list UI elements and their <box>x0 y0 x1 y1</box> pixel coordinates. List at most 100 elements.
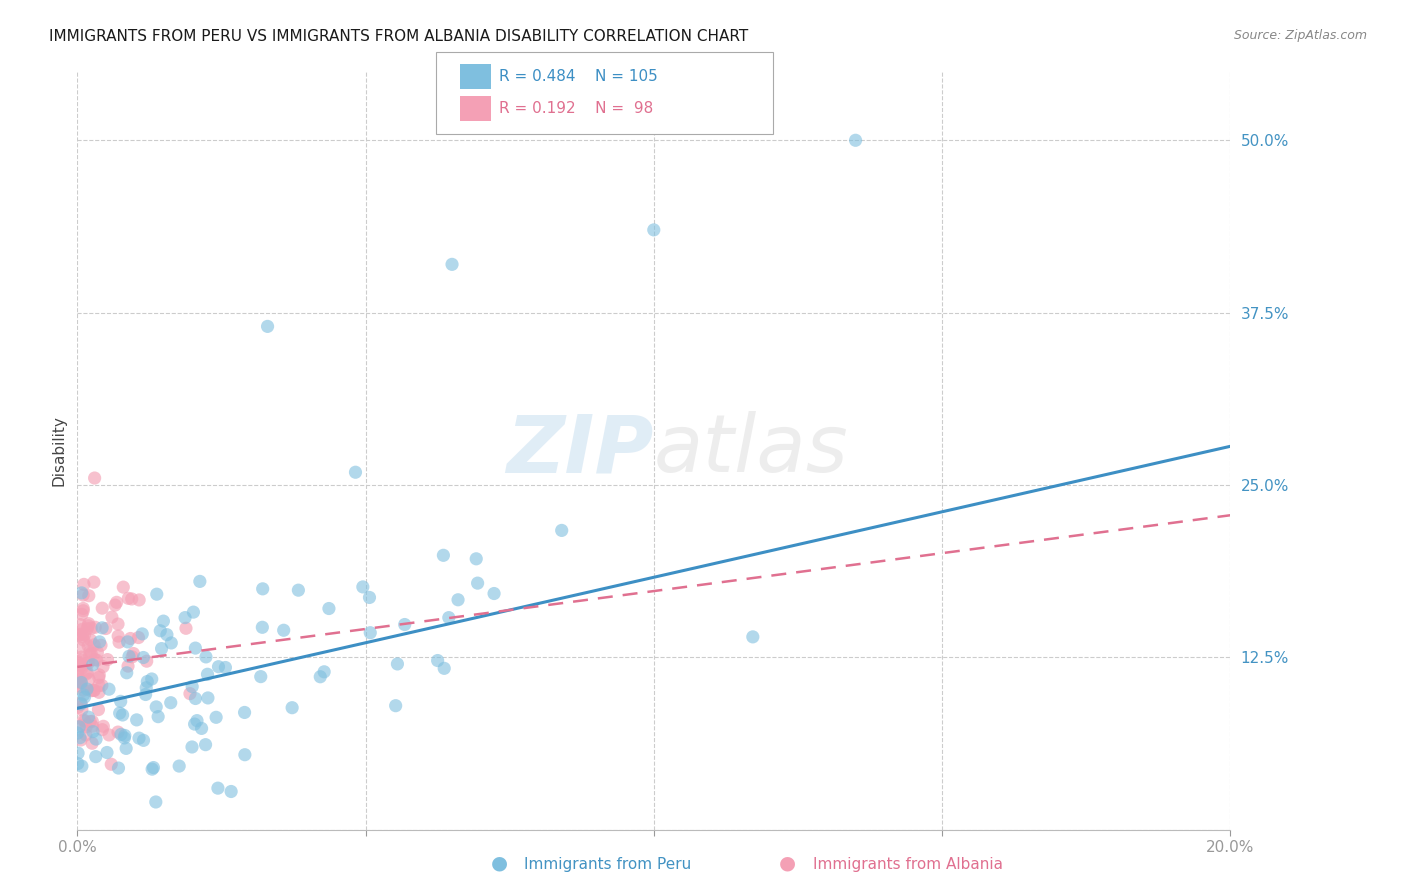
Point <box>87 678 110 692</box>
Point <box>107 617 129 632</box>
Point <box>273 624 295 638</box>
Point <box>214 660 236 674</box>
Point <box>82 714 104 729</box>
Point <box>115 665 138 680</box>
Point <box>70 679 93 693</box>
Point <box>344 465 367 479</box>
Text: IMMIGRANTS FROM PERU VS IMMIGRANTS FROM ALBANIA DISABILITY CORRELATION CHART: IMMIGRANTS FROM PERU VS IMMIGRANTS FROM … <box>49 29 748 45</box>
Point <box>83 683 105 698</box>
Point <box>108 635 131 649</box>
Point <box>207 781 229 796</box>
Point <box>107 629 129 643</box>
Point <box>426 654 449 668</box>
Point <box>104 598 127 612</box>
Point <box>84 620 107 634</box>
Point <box>96 746 118 760</box>
Point <box>72 588 94 602</box>
Point <box>73 628 96 642</box>
Point <box>93 719 115 733</box>
Point <box>394 617 416 632</box>
Point <box>135 688 157 702</box>
Point <box>73 633 96 648</box>
Point <box>252 582 274 596</box>
Point <box>131 627 153 641</box>
Point <box>94 622 117 636</box>
Point <box>482 586 505 600</box>
Point <box>67 640 90 655</box>
Point <box>150 641 173 656</box>
Point <box>77 619 100 633</box>
Point <box>437 610 460 624</box>
Point <box>141 672 163 686</box>
Point <box>70 657 93 672</box>
Point <box>66 726 89 740</box>
Point <box>741 630 763 644</box>
Point <box>141 762 163 776</box>
Point <box>82 719 104 733</box>
Point <box>69 628 91 642</box>
Point <box>219 784 242 798</box>
Point <box>112 731 135 745</box>
Point <box>69 627 91 641</box>
Point <box>72 601 94 615</box>
Point <box>205 710 228 724</box>
Point <box>70 658 93 673</box>
Point <box>76 665 98 680</box>
Point <box>108 706 131 720</box>
Point <box>142 761 165 775</box>
Point <box>110 727 132 741</box>
Point <box>352 580 374 594</box>
Point <box>184 641 207 656</box>
Point <box>167 759 190 773</box>
Point <box>467 576 489 591</box>
Point <box>179 687 201 701</box>
Point <box>66 756 89 771</box>
Point <box>67 663 90 677</box>
Point <box>87 685 110 699</box>
Point <box>83 471 105 485</box>
Point <box>70 586 93 600</box>
Point <box>156 628 179 642</box>
Point <box>110 694 132 708</box>
Point <box>67 655 90 669</box>
Point <box>72 688 94 702</box>
Point <box>84 732 107 747</box>
Point <box>186 714 208 728</box>
Point <box>86 645 108 659</box>
Point <box>70 674 93 689</box>
Point <box>98 682 121 697</box>
Point <box>112 580 135 594</box>
Point <box>82 657 104 672</box>
Text: Immigrants from Peru: Immigrants from Peru <box>524 857 692 872</box>
Point <box>159 696 181 710</box>
Point <box>128 731 150 746</box>
Point <box>87 671 110 685</box>
Point <box>82 736 104 750</box>
Point <box>121 591 143 606</box>
Point <box>117 591 139 606</box>
Point <box>67 675 90 690</box>
Text: Source: ZipAtlas.com: Source: ZipAtlas.com <box>1233 29 1367 43</box>
Point <box>70 703 93 717</box>
Point <box>359 591 381 605</box>
Point <box>77 639 100 653</box>
Point <box>174 610 197 624</box>
Point <box>184 691 207 706</box>
Point <box>252 620 274 634</box>
Text: ●: ● <box>491 854 508 872</box>
Point <box>190 722 212 736</box>
Point <box>77 589 100 603</box>
Point <box>125 713 148 727</box>
Point <box>76 681 98 696</box>
Point <box>70 661 93 675</box>
Point <box>111 708 134 723</box>
Point <box>79 632 101 647</box>
Point <box>87 703 110 717</box>
Point <box>105 595 128 609</box>
Point <box>70 607 93 622</box>
Point <box>77 673 100 687</box>
Point <box>83 638 105 652</box>
Point <box>69 617 91 632</box>
Point <box>86 653 108 667</box>
Point <box>183 717 205 731</box>
